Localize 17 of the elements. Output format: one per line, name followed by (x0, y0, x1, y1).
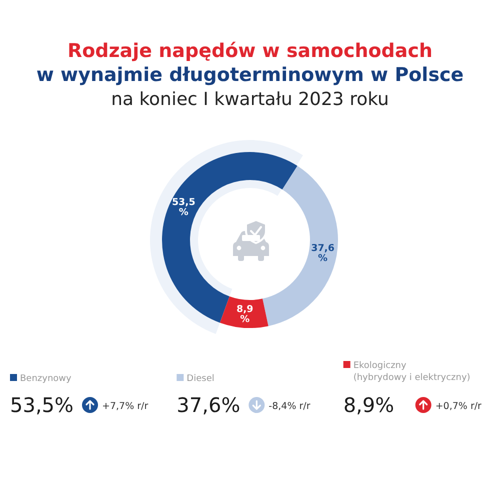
data-label: 8,9% (236, 304, 254, 325)
donut-slice (220, 296, 268, 328)
legend-label: Diesel (186, 374, 214, 384)
text: +7,7% r/r (102, 401, 148, 412)
data-label: 37,6% (311, 243, 335, 264)
legend-label: Benzynowy (20, 374, 72, 384)
text: -8,4% r/r (268, 401, 310, 412)
legend-label: Ekologiczny (hybrydowy i elektryczny) (353, 361, 470, 383)
text: 8,9% (343, 393, 394, 417)
donut-slice (162, 152, 298, 323)
chart-title: Rodzaje napędów w samochodach w wynajmie długoterminowym w Polsce (36, 40, 464, 86)
data-label: 53,5% (172, 197, 196, 218)
chart-subtitle: na koniec I kwartału 2023 roku (111, 89, 389, 110)
donut-slice (262, 166, 338, 326)
text: 53,5% (10, 393, 74, 417)
text: +0,7% r/r (435, 401, 482, 412)
text: 37,6% (176, 393, 240, 417)
